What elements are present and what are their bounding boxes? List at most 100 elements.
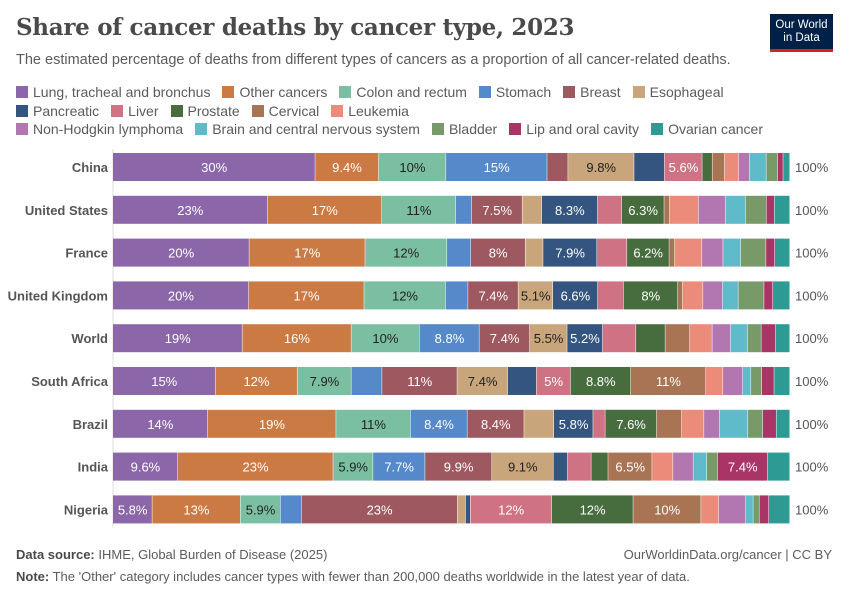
bar-segment (774, 195, 790, 224)
bar-segment (698, 195, 725, 224)
bar-segment (597, 195, 622, 224)
bar-segment (753, 495, 759, 524)
legend-item[interactable]: Liver (111, 103, 159, 119)
legend-item[interactable]: Non-Hodgkin lymphoma (16, 121, 183, 137)
legend-item[interactable]: Stomach (478, 84, 552, 101)
data-label: 5.9% (246, 502, 276, 517)
bar-segment (373, 452, 425, 481)
legend-item[interactable]: Bladder (431, 121, 497, 137)
legend-item[interactable]: Brain and central nervous system (195, 121, 420, 137)
legend-item[interactable]: Breast (563, 84, 621, 101)
bar-segment (267, 195, 382, 224)
bar-segment (470, 495, 552, 524)
legend-item[interactable]: Lip and oral cavity (509, 121, 639, 137)
bar-segment (525, 238, 543, 267)
legend-label: Brain and central nervous system (212, 121, 420, 138)
bar-segment (597, 238, 627, 267)
data-label: 17% (312, 203, 338, 218)
legend-label: Breast (580, 84, 621, 101)
legend-swatch (251, 104, 264, 117)
bar-segment (541, 195, 598, 224)
legend-swatch (509, 123, 522, 136)
bar-segment (630, 367, 706, 395)
data-label: 10% (399, 160, 425, 175)
owid-logo[interactable]: Our World in Data (770, 14, 833, 52)
bar-segment (673, 452, 693, 481)
legend-item[interactable]: Leukemia (331, 103, 409, 119)
bar-segment (568, 153, 634, 181)
bar-segment (567, 324, 603, 353)
bar-segment (623, 281, 678, 310)
data-label: 19% (259, 417, 285, 432)
bar-segment (718, 495, 746, 524)
data-label: 16% (284, 331, 310, 346)
data-label: 5.6% (669, 160, 699, 175)
bar-segment (776, 409, 790, 438)
bar-segment (455, 195, 472, 224)
bar-segment (553, 281, 598, 310)
data-label: 8.3% (555, 203, 585, 218)
legend-item[interactable]: Cervical (251, 103, 319, 119)
bar-segment (712, 324, 731, 353)
legend-item[interactable]: Prostate (170, 103, 240, 119)
legend-swatch (563, 86, 576, 99)
bar-segment (591, 452, 608, 481)
bar-segment (724, 153, 739, 181)
legend-item[interactable]: Esophageal (632, 84, 724, 100)
bar-segment (479, 324, 530, 353)
legend-item[interactable]: Lung, tracheal and bronchus (16, 84, 210, 100)
bar-segment (570, 367, 631, 395)
bar-segment (693, 452, 707, 481)
bar-segment (457, 367, 508, 395)
bar-segment (775, 238, 790, 267)
bar-segment (723, 367, 743, 395)
legend-swatch (170, 104, 183, 117)
data-label: 19% (165, 331, 191, 346)
bar-segment (682, 281, 703, 310)
bar-segment (775, 324, 790, 353)
data-label: 11% (406, 203, 431, 218)
bar-segment (336, 409, 411, 438)
legend-item[interactable]: Other cancers (222, 84, 327, 100)
data-label: 6.3% (628, 203, 658, 218)
legend-item[interactable]: Colon and rectum (339, 84, 467, 100)
bar-segment (705, 367, 723, 395)
source-text[interactable]: IHME, Global Burden of Disease (2025) (98, 547, 328, 562)
total-label: 100% (795, 460, 829, 475)
bar-segment (761, 367, 774, 395)
data-label: 9.1% (508, 460, 538, 475)
data-label: 7.4% (478, 288, 508, 303)
data-label: 12% (580, 502, 606, 517)
bar-segment (351, 324, 419, 353)
category-label: India (78, 460, 109, 475)
bar-segment (240, 495, 281, 524)
data-label: 5.1% (521, 288, 551, 303)
bar-segment (543, 238, 597, 267)
legend-label: Stomach (495, 84, 552, 101)
bar-segment (177, 452, 333, 481)
data-label: 5.8% (118, 502, 148, 517)
bar-segment (315, 153, 379, 181)
legend-item[interactable]: Pancreatic (16, 103, 99, 119)
bar-segment (669, 195, 699, 224)
data-label: 11% (407, 374, 432, 389)
category-label: France (65, 246, 108, 261)
bar-segment (689, 324, 712, 353)
data-label: 8.8% (586, 374, 616, 389)
data-label: 7.9% (310, 374, 340, 389)
credit-link[interactable]: OurWorldinData.org/cancer | CC BY (623, 547, 832, 562)
data-label: 6.5% (615, 460, 645, 475)
total-label: 100% (795, 417, 829, 432)
bar-segment (280, 495, 302, 524)
category-label: Brazil (73, 417, 108, 432)
data-label: 9.8% (586, 160, 616, 175)
bar-segment (747, 324, 761, 353)
data-label: 9.4% (332, 160, 362, 175)
bar-segment (608, 452, 652, 481)
bar-segment (365, 238, 447, 267)
legend-item[interactable]: Ovarian cancer (651, 121, 763, 137)
bar-segment (681, 409, 704, 438)
bar-segment (627, 238, 669, 267)
bar-segment (507, 367, 537, 395)
data-label: 13% (183, 502, 209, 517)
